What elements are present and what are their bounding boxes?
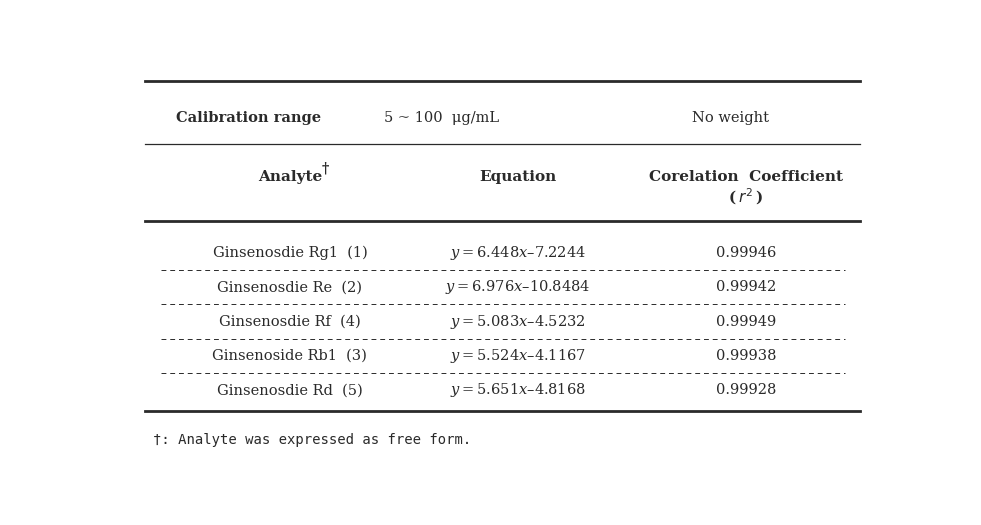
Text: Ginsenosdie Rf  (4): Ginsenosdie Rf (4) xyxy=(219,314,361,329)
Text: Equation: Equation xyxy=(480,170,556,184)
Text: $y= 6.448x – 7.2244$: $y= 6.448x – 7.2244$ xyxy=(450,244,586,262)
Text: 0.99928: 0.99928 xyxy=(716,383,776,397)
Text: Corelation  Coefficient: Corelation Coefficient xyxy=(649,170,843,184)
Text: Calibration range: Calibration range xyxy=(176,111,321,124)
Text: 0.99946: 0.99946 xyxy=(716,246,776,260)
Text: Analyte: Analyte xyxy=(258,170,322,184)
Text: ( $r^{2}$ ): ( $r^{2}$ ) xyxy=(728,187,764,207)
Text: 0.99949: 0.99949 xyxy=(716,314,776,329)
Text: Ginsenosdie Re  (2): Ginsenosdie Re (2) xyxy=(218,280,362,295)
Text: 0.99942: 0.99942 xyxy=(716,280,776,295)
Text: 0.99938: 0.99938 xyxy=(716,349,776,363)
Text: $y= 5.524x – 4.1167$: $y= 5.524x – 4.1167$ xyxy=(450,347,586,365)
Text: $y= 6.976x – 10.8484$: $y= 6.976x – 10.8484$ xyxy=(445,278,591,296)
Text: †: Analyte was expressed as free form.: †: Analyte was expressed as free form. xyxy=(153,433,471,447)
Text: $y= 5.651x – 4.8168$: $y= 5.651x – 4.8168$ xyxy=(450,382,586,400)
Text: Ginsenosdie Rd  (5): Ginsenosdie Rd (5) xyxy=(217,383,363,397)
Text: $y= 5.083x – 4.5232$: $y= 5.083x – 4.5232$ xyxy=(450,313,586,331)
Text: Ginsenosdie Rg1  (1): Ginsenosdie Rg1 (1) xyxy=(213,246,367,260)
Text: Ginsenoside Rb1  (3): Ginsenoside Rb1 (3) xyxy=(213,349,367,363)
Text: No weight: No weight xyxy=(693,111,769,124)
Text: †: † xyxy=(322,161,329,175)
Text: 5 ~ 100  μg/mL: 5 ~ 100 μg/mL xyxy=(385,111,499,124)
